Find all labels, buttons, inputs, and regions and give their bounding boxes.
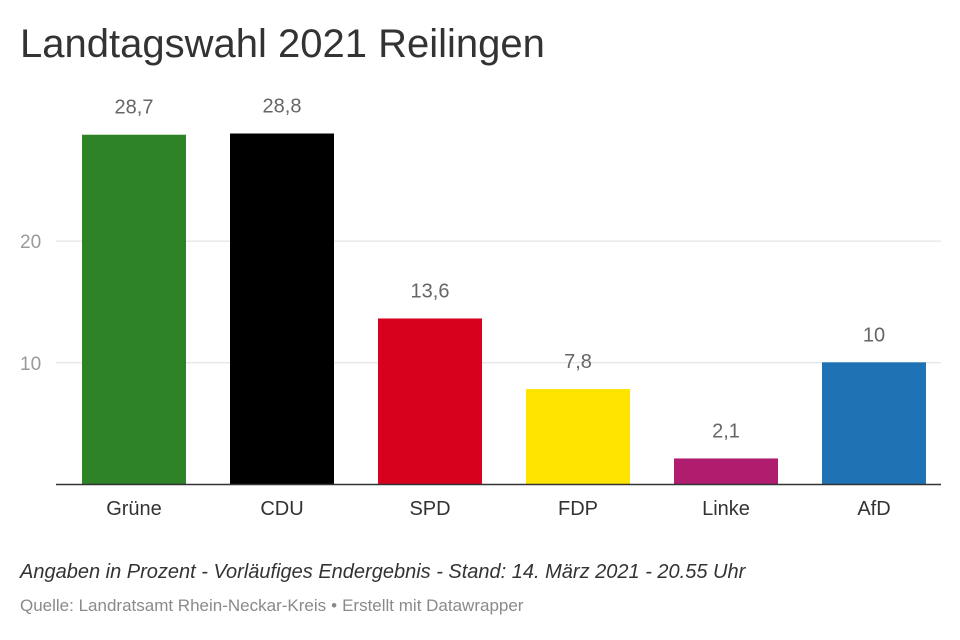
value-label: 28,7: [115, 97, 154, 119]
bar-linke: [674, 458, 778, 484]
chart-note: Angaben in Prozent - Vorläufiges Enderge…: [20, 561, 746, 583]
source-line: Quelle: Landratsamt Rhein-Neckar-Kreis • E…: [20, 596, 523, 616]
x-tick-label: SPD: [409, 498, 450, 520]
bar-chart: 10 20 28,7 Grüne 28,8 CDU 13,6 SPD 7,8 FDP 2,1 Link…: [20, 96, 941, 520]
x-tick-label: CDU: [260, 498, 303, 520]
x-tick-label: AfD: [857, 498, 890, 520]
gridlines: [56, 240, 941, 364]
bar-spd: [378, 318, 482, 484]
labels: 10 20 28,7 Grüne 28,8 CDU 13,6 SPD 7,8 FDP 2,1 Link…: [20, 96, 891, 520]
source-separator: •: [331, 596, 338, 615]
datawrapper-credit[interactable]: Erstellt mit Datawrapper: [342, 596, 524, 615]
bars: [82, 133, 926, 484]
y-tick-label: 20: [20, 232, 41, 253]
value-label: 2,1: [712, 420, 740, 442]
source-text: Quelle: Landratsamt Rhein-Neckar-Kreis: [20, 596, 327, 615]
value-label: 13,6: [411, 280, 450, 302]
x-tick-label: FDP: [558, 498, 598, 520]
value-label: 10: [863, 324, 885, 346]
bar-grüne: [82, 134, 186, 484]
chart-title: Landtagswahl 2021 Reilingen: [20, 22, 545, 66]
value-label: 28,8: [263, 96, 302, 118]
bar-cdu: [230, 133, 334, 484]
value-label: 7,8: [564, 351, 592, 373]
x-tick-label: Linke: [702, 498, 750, 520]
x-tick-label: Grüne: [106, 498, 162, 520]
bar-fdp: [526, 389, 630, 484]
y-tick-label: 10: [20, 354, 41, 375]
bar-afd: [822, 362, 926, 484]
